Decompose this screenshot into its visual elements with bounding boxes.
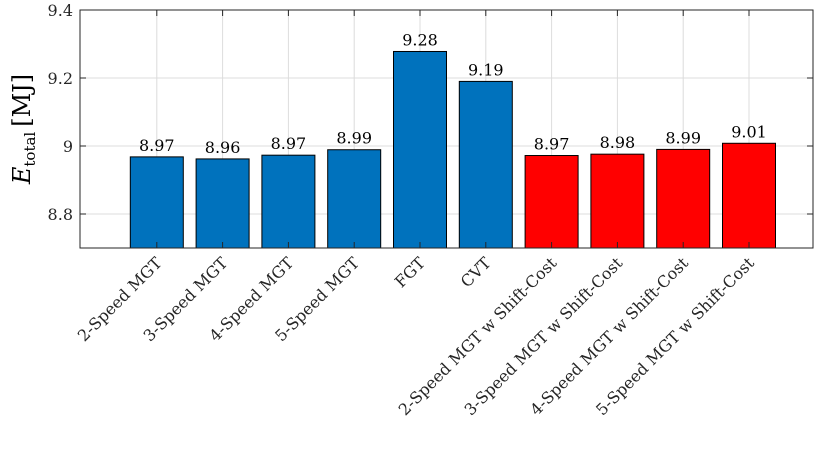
- y-tick-label: 8.8: [48, 205, 73, 224]
- bar: [327, 149, 382, 249]
- bar-value-label: 8.98: [600, 133, 636, 152]
- x-tick-label: FGT: [391, 253, 429, 291]
- bar: [261, 154, 316, 249]
- y-tick-label: 9: [63, 137, 73, 156]
- y-axis-label-subscript: total: [21, 132, 39, 167]
- bar: [195, 158, 250, 249]
- x-tick-label: CVT: [457, 253, 495, 291]
- plot-frame: [79, 9, 814, 249]
- bar: [656, 148, 711, 249]
- bar: [393, 50, 447, 249]
- y-axis: 8.8 9 9.2 9.4: [48, 1, 813, 224]
- bar: [524, 155, 579, 249]
- y-tick-label: 9.2: [48, 69, 73, 88]
- data-labels: 8.97 8.96 8.97 8.99 9.28 9.19 8.97 8.98 8.99 9.01: [139, 30, 767, 156]
- bar-value-label: 9.19: [468, 60, 504, 79]
- bar: [590, 153, 645, 249]
- bars: [129, 50, 776, 249]
- bar-value-label: 8.99: [665, 128, 701, 147]
- bar-value-label: 9.01: [731, 122, 767, 141]
- y-axis-label-symbol: E: [8, 166, 36, 185]
- bar-value-label: 9.28: [402, 30, 438, 49]
- bar-value-label: 8.97: [139, 136, 175, 155]
- y-tick-label: 9.4: [48, 1, 73, 20]
- bar-value-label: 8.97: [271, 134, 307, 153]
- bar: [129, 156, 184, 249]
- bar-value-label: 8.99: [336, 129, 372, 148]
- y-axis-label: Etotal [MJ]: [8, 74, 39, 185]
- bar: [458, 80, 513, 249]
- y-axis-label-unit: [MJ]: [8, 74, 36, 127]
- bar-value-label: 8.96: [205, 138, 241, 157]
- bar: [722, 142, 776, 249]
- bar-value-label: 8.97: [534, 135, 570, 154]
